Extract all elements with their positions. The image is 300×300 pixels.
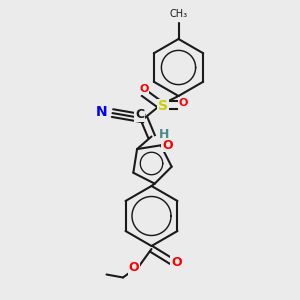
Text: O: O [162, 139, 173, 152]
Text: O: O [171, 256, 182, 269]
Text: O: O [139, 84, 149, 94]
Text: CH₃: CH₃ [169, 9, 188, 19]
Text: N: N [95, 105, 107, 119]
Text: H: H [159, 128, 169, 142]
Text: S: S [158, 100, 168, 113]
Text: C: C [135, 108, 144, 121]
Text: O: O [129, 261, 140, 274]
Text: O: O [178, 98, 188, 108]
